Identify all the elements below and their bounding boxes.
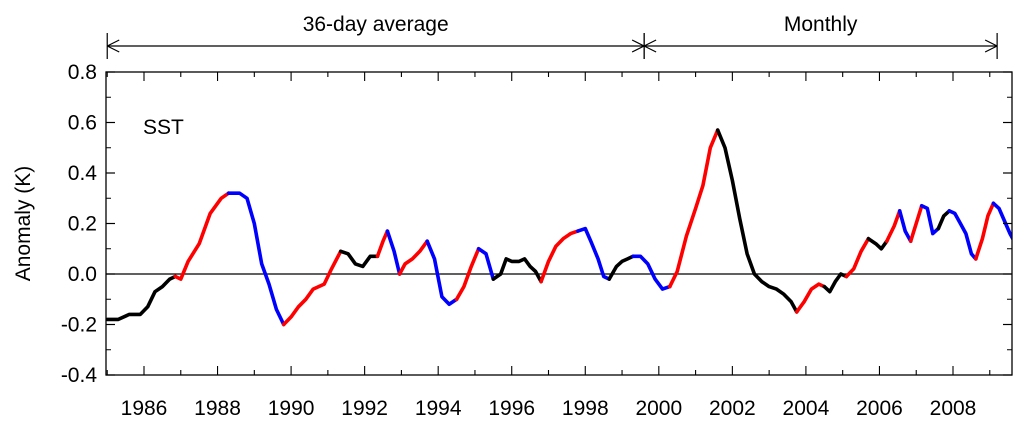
period-bracket-1: Monthly	[643, 13, 998, 59]
arrow-head-left	[106, 45, 120, 53]
series-group	[106, 128, 1012, 327]
y-tick-label: 0.2	[68, 213, 97, 236]
x-tick-label: 1988	[194, 397, 241, 420]
arrow-head-left	[643, 39, 657, 47]
y-tick-label: 0.6	[68, 112, 97, 135]
series-segment-warm	[974, 201, 996, 261]
series-segment-cold	[425, 239, 459, 307]
arrow-head-right	[631, 39, 645, 47]
series-segment-neutral	[607, 254, 635, 281]
period-label: 36-day average	[303, 13, 449, 36]
arrow-head-left	[106, 39, 120, 47]
series-segment-cold	[919, 204, 941, 236]
y-axis-label: Anomaly (K)	[12, 166, 35, 282]
y-tick-label: 0.4	[68, 162, 98, 185]
x-tick-label: 2008	[930, 397, 977, 420]
x-tick-label: 2006	[856, 397, 903, 420]
series-segment-cold	[226, 191, 286, 327]
series-segment-neutral	[106, 274, 178, 322]
x-tick-label: 1986	[121, 397, 168, 420]
arrow-head-right	[631, 45, 645, 53]
period-label: Monthly	[784, 13, 858, 36]
series-segment-cold	[991, 201, 1012, 242]
y-tick-label: -0.4	[61, 364, 98, 387]
arrow-head-left	[643, 45, 657, 53]
series-segment-warm	[885, 209, 902, 243]
series-segment-warm	[454, 247, 481, 302]
series-segment-cold	[476, 247, 496, 281]
arrow-head-right	[984, 45, 998, 53]
series-segment-warm	[539, 229, 580, 284]
series-segment-cold	[897, 209, 913, 243]
series-segment-neutral	[715, 128, 799, 314]
x-tick-label: 1990	[268, 397, 315, 420]
series-segment-warm	[668, 128, 720, 289]
series-segment-cold	[947, 209, 978, 261]
x-tick-label: 2000	[635, 397, 682, 420]
series-segment-cold	[576, 226, 611, 281]
x-tick-label: 2004	[783, 397, 830, 420]
x-tick-label: 1998	[562, 397, 609, 420]
period-bracket-0: 36-day average	[106, 13, 645, 59]
series-segment-neutral	[338, 249, 380, 269]
series-segment-warm	[173, 191, 231, 281]
series-segment-cold	[631, 254, 672, 291]
series-segment-cold	[385, 229, 402, 276]
series-segment-neutral	[936, 209, 952, 231]
x-tick-label: 1996	[488, 397, 535, 420]
series-segment-neutral	[491, 257, 543, 284]
panel-label: SST	[143, 116, 184, 139]
x-tick-label: 1992	[341, 397, 388, 420]
series-segment-warm	[397, 239, 429, 276]
plot-frame	[105, 71, 1013, 376]
x-tick-label: 1994	[415, 397, 462, 420]
series-segment-warm	[375, 229, 390, 259]
y-tick-label: -0.2	[61, 314, 97, 337]
arrow-head-right	[984, 39, 998, 47]
x-tick-label: 2002	[709, 397, 756, 420]
series-segment-neutral	[866, 236, 889, 251]
series-segment-neutral	[822, 272, 849, 294]
series-segment-warm	[281, 249, 343, 327]
series-segment-warm	[844, 236, 871, 279]
y-tick-label: 0.0	[68, 263, 97, 286]
series-segment-warm	[794, 282, 827, 314]
series-segment-warm	[908, 204, 924, 243]
y-tick-label: 0.8	[68, 61, 97, 84]
